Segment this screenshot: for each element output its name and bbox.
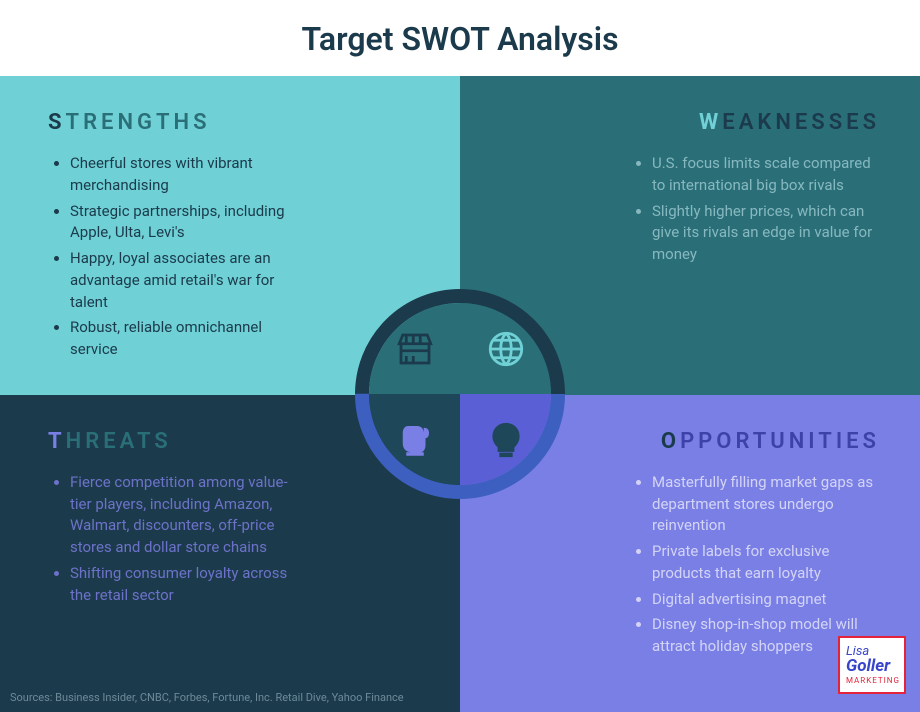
- logo-box: Lisa Goller MARKETING: [838, 636, 906, 694]
- rest-threats: HREATS: [66, 429, 172, 454]
- quad-threats: THREATS Fierce competition among value-t…: [0, 395, 460, 712]
- list-item: Slightly higher prices, which can give i…: [652, 201, 880, 266]
- list-weaknesses: U.S. focus limits scale compared to inte…: [630, 153, 880, 266]
- quad-weaknesses: WEAKNESSES U.S. focus limits scale compa…: [460, 76, 920, 395]
- heading-weaknesses: WEAKNESSES: [508, 110, 880, 135]
- list-item: Fierce competition among value-tier play…: [70, 472, 298, 559]
- rest-weaknesses: EAKNESSES: [722, 110, 880, 135]
- list-threats: Fierce competition among value-tier play…: [48, 472, 298, 607]
- list-item: Cheerful stores with vibrant merchandisi…: [70, 153, 298, 197]
- list-item: Robust, reliable omnichannel service: [70, 317, 298, 361]
- heading-opportunities: OPPORTUNITIES: [508, 429, 880, 454]
- quad-strengths: STRENGTHS Cheerful stores with vibrant m…: [0, 76, 460, 395]
- sources-text: Sources: Business Insider, CNBC, Forbes,…: [10, 691, 404, 704]
- list-item: Digital advertising magnet: [652, 589, 880, 611]
- rest-strengths: TRENGTHS: [66, 110, 211, 135]
- letter-s: S: [48, 110, 66, 135]
- letter-w: W: [699, 110, 722, 135]
- letter-o: O: [661, 429, 680, 454]
- list-item: Masterfully filling market gaps as depar…: [652, 472, 880, 537]
- logo-line2: Goller: [846, 658, 898, 675]
- logo-line3: MARKETING: [846, 677, 898, 685]
- list-opportunities: Masterfully filling market gaps as depar…: [630, 472, 880, 658]
- rest-opportunities: PPORTUNITIES: [680, 429, 880, 454]
- heading-strengths: STRENGTHS: [48, 110, 420, 135]
- list-item: Shifting consumer loyalty across the ret…: [70, 563, 298, 607]
- heading-threats: THREATS: [48, 429, 420, 454]
- quad-opportunities: OPPORTUNITIES Masterfully filling market…: [460, 395, 920, 712]
- swot-grid: STRENGTHS Cheerful stores with vibrant m…: [0, 76, 920, 712]
- letter-t: T: [48, 429, 66, 454]
- list-strengths: Cheerful stores with vibrant merchandisi…: [48, 153, 298, 361]
- list-item: Happy, loyal associates are an advantage…: [70, 248, 298, 313]
- page-title: Target SWOT Analysis: [0, 0, 920, 76]
- list-item: Private labels for exclusive products th…: [652, 541, 880, 585]
- list-item: Strategic partnerships, including Apple,…: [70, 201, 298, 245]
- list-item: U.S. focus limits scale compared to inte…: [652, 153, 880, 197]
